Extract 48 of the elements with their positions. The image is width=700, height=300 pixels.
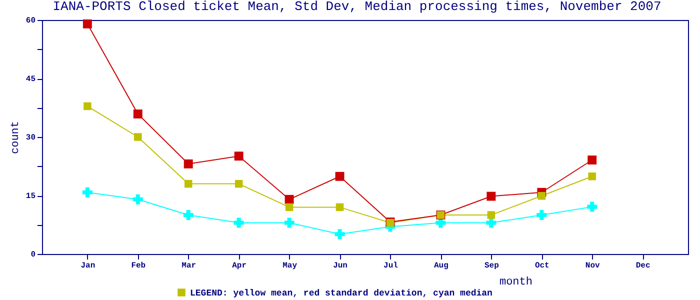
- point: [334, 229, 345, 240]
- x-axis-title: month: [499, 276, 532, 288]
- point: [183, 210, 194, 220]
- y-tick-label: 60: [26, 16, 36, 26]
- x-tick-label: Oct: [534, 262, 550, 270]
- y-tick-label: 30: [26, 134, 36, 142]
- x-tick-label: Mar: [182, 262, 196, 270]
- point: [234, 180, 243, 188]
- chart-title: IANA-PORTS Closed ticket Mean, Std Dev, Median processing times, November 2007: [52, 0, 662, 14]
- point: [84, 102, 92, 110]
- point: [588, 172, 596, 180]
- point: [234, 218, 244, 228]
- point: [486, 218, 496, 228]
- legend-label: LEGEND: yellow mean, red standard deviation, cyan median: [190, 288, 492, 298]
- point: [134, 133, 142, 141]
- point: [184, 180, 192, 188]
- x-tick-label: Nov: [585, 262, 600, 270]
- x-tick-label: Aug: [434, 262, 449, 270]
- y-tick-label: 0: [30, 250, 36, 260]
- x-tick-label: Apr: [232, 262, 247, 270]
- point: [284, 218, 294, 228]
- point: [587, 202, 598, 212]
- point: [132, 194, 143, 204]
- y-tick-label: 15: [26, 192, 36, 201]
- y-tick-label: 45: [26, 75, 36, 84]
- point: [588, 156, 597, 164]
- point: [336, 203, 344, 212]
- x-tick-label: Jan: [80, 262, 96, 270]
- point: [486, 192, 496, 201]
- x-tick-label: Sep: [484, 262, 500, 270]
- x-tick-label: Jul: [384, 262, 398, 270]
- point: [536, 210, 547, 220]
- x-tick-label: Dec: [636, 262, 650, 270]
- point: [335, 172, 344, 181]
- y-axis-title: count: [10, 120, 22, 154]
- point: [82, 187, 92, 198]
- x-tick-label: Jun: [333, 262, 348, 270]
- point: [184, 159, 193, 168]
- point: [133, 110, 142, 118]
- point: [436, 218, 446, 228]
- point: [234, 152, 244, 161]
- point: [487, 211, 496, 219]
- x-tick-label: Feb: [131, 262, 146, 270]
- point: [538, 192, 546, 200]
- point: [82, 19, 92, 28]
- x-tick-label: May: [282, 262, 298, 270]
- point: [285, 203, 294, 212]
- point: [284, 194, 294, 204]
